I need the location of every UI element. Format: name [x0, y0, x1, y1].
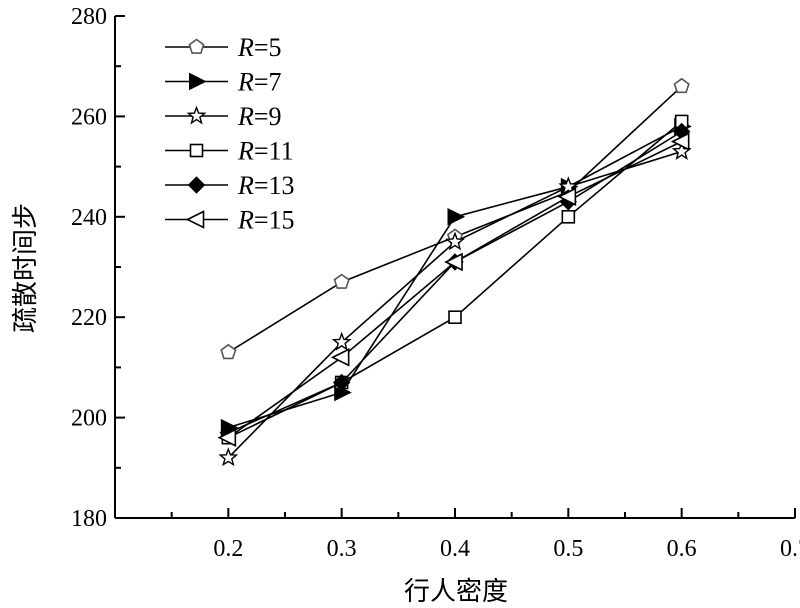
x-tick-label: 0.5 — [553, 536, 583, 562]
legend-label: R=11 — [237, 137, 294, 166]
legend-label-variable: R — [237, 68, 254, 97]
series-line — [227, 150, 682, 459]
legend-label: R=5 — [237, 33, 282, 62]
legend-label-value: =7 — [254, 68, 282, 97]
data-point — [557, 187, 577, 207]
data-point — [444, 231, 466, 251]
data-point — [332, 373, 351, 392]
legend-marker — [189, 143, 204, 158]
legend-item: R=7 — [165, 68, 282, 97]
x-tick-label: 0.3 — [327, 536, 357, 562]
axes: 180 200 220 240 260 280 0.2 0.3 0.4 0.5 0.6 0.7 — [71, 4, 800, 562]
data-point — [218, 447, 239, 467]
x-tick-label: 0.2 — [213, 536, 243, 562]
legend: R=5R=7R=9R=11R=13R=15 — [165, 33, 295, 235]
legend-label-value: =5 — [254, 33, 282, 62]
legend-label-variable: R — [237, 137, 254, 166]
data-point — [331, 331, 352, 351]
legend-label: R=13 — [237, 171, 295, 200]
data-point — [217, 428, 237, 447]
series-line — [227, 140, 683, 439]
y-tick-label: 180 — [71, 506, 107, 532]
x-tick-label: 0.4 — [440, 536, 470, 562]
legend-label-variable: R — [237, 206, 254, 235]
legend-label-value: =9 — [254, 102, 282, 131]
legend-label: R=15 — [237, 206, 295, 235]
legend-label-variable: R — [237, 171, 254, 200]
data-point — [561, 210, 576, 224]
legend-marker — [185, 210, 205, 229]
series-1 — [220, 117, 692, 437]
legend-label-value: =15 — [254, 206, 295, 235]
legend-marker — [189, 72, 207, 91]
y-tick-label: 240 — [71, 205, 107, 231]
legend-marker — [187, 176, 206, 194]
y-tick-label: 200 — [71, 406, 107, 432]
x-tick-label: 0.7 — [780, 536, 800, 562]
legend-item: R=5 — [165, 33, 282, 62]
data-point — [333, 273, 350, 289]
legend-label-variable: R — [237, 33, 254, 62]
legend-label-value: =11 — [254, 137, 294, 166]
legend-item: R=11 — [165, 137, 294, 166]
legend-label: R=9 — [237, 102, 282, 131]
series-layer — [217, 77, 692, 467]
data-point — [220, 343, 237, 360]
x-axis-title: 行人密度 — [404, 577, 508, 607]
y-tick-label: 280 — [71, 4, 107, 30]
legend-marker — [186, 105, 207, 125]
legend-label-value: =13 — [254, 171, 295, 200]
legend-item: R=13 — [165, 171, 295, 200]
y-tick-label: 260 — [71, 104, 107, 130]
data-point — [444, 252, 463, 272]
y-tick-label: 220 — [71, 305, 107, 331]
data-point — [448, 310, 462, 325]
data-point — [670, 132, 690, 151]
x-tick-label: 0.6 — [667, 536, 697, 562]
legend-marker — [188, 38, 205, 54]
series-5 — [217, 132, 690, 447]
data-point — [673, 77, 690, 94]
legend-item: R=9 — [165, 102, 282, 131]
data-point — [330, 348, 350, 367]
data-point — [447, 207, 466, 226]
series-line — [228, 125, 683, 429]
data-point — [558, 176, 579, 196]
legend-label-variable: R — [237, 102, 254, 131]
legend-label: R=7 — [237, 68, 282, 97]
y-axis-title: 疏散时间步 — [11, 203, 41, 333]
legend-item: R=15 — [165, 206, 295, 235]
